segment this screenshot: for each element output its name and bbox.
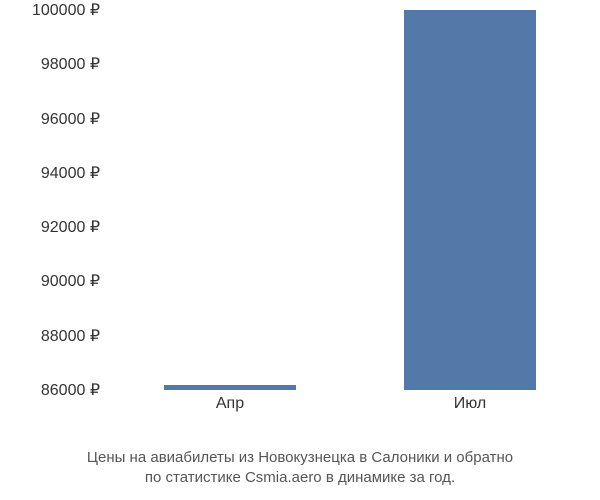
bar [164,385,296,390]
caption-line-1: Цены на авиабилеты из Новокузнецка в Сал… [0,448,600,468]
y-tick-label: 96000 ₽ [41,109,100,129]
y-tick-label: 98000 ₽ [41,54,100,74]
y-tick-label: 88000 ₽ [41,326,100,346]
y-tick-label: 94000 ₽ [41,163,100,183]
y-tick-label: 86000 ₽ [41,380,100,400]
chart-caption: Цены на авиабилеты из Новокузнецка в Сал… [0,448,600,489]
plot-area [110,10,590,390]
y-tick-label: 92000 ₽ [41,217,100,237]
y-tick-label: 90000 ₽ [41,271,100,291]
y-tick-label: 100000 ₽ [32,0,100,20]
price-chart: 86000 ₽ 88000 ₽ 90000 ₽ 92000 ₽ 94000 ₽ 96000… [10,10,590,440]
x-tick-label: Апр [216,395,244,413]
y-axis: 86000 ₽88000 ₽90000 ₽92000 ₽94000 ₽96000… [10,10,110,390]
x-tick-label: Июл [454,395,486,413]
caption-line-2: по статистике Csmia.aero в динамике за г… [0,468,600,488]
bar [404,10,536,390]
x-axis: Апр Июл [110,395,590,425]
